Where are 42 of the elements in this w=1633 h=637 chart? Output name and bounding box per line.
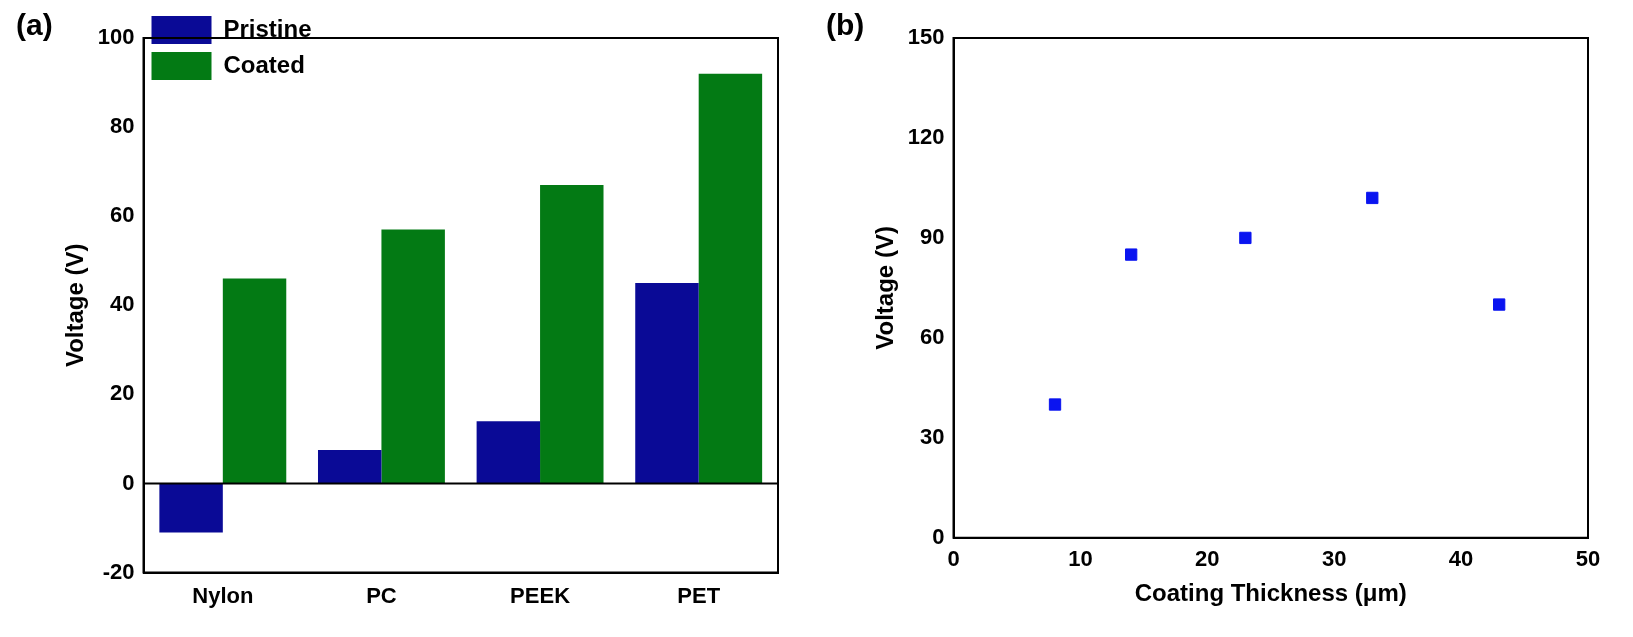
x-tick-label: 50 (1575, 546, 1601, 572)
point (1048, 398, 1062, 411)
x-tick-label: PET (677, 582, 721, 608)
y-tick-label: 40 (110, 291, 135, 317)
point (1239, 231, 1252, 245)
x-tick-label: 10 (1068, 546, 1093, 572)
x-tick-label: PC (366, 582, 397, 608)
y-tick-label: -20 (102, 558, 135, 584)
bar (381, 229, 445, 484)
y-tick-label: 0 (122, 469, 135, 495)
y-tick-label: 20 (110, 380, 135, 406)
bar (698, 73, 763, 484)
point (1366, 191, 1379, 205)
bar (159, 483, 223, 533)
point (1493, 298, 1506, 311)
legend-label: Coated (223, 50, 305, 78)
point (1125, 248, 1138, 261)
bar (317, 450, 382, 484)
legend-label: Pristine (223, 14, 312, 42)
y-tick-label: 100 (97, 24, 135, 50)
bar (476, 421, 541, 484)
y-axis-title: Voltage (V) (871, 226, 899, 350)
y-tick-label: 90 (920, 223, 945, 249)
y-tick-label: 150 (907, 24, 945, 50)
x-axis-title: Coating Thickness (μm) (1134, 579, 1407, 607)
chart-title: (a) (16, 8, 53, 42)
chart-title: (b) (826, 8, 865, 42)
x-tick-label: 40 (1448, 546, 1474, 572)
x-tick-label: 30 (1321, 546, 1347, 572)
y-tick-label: 0 (932, 523, 945, 549)
bar (540, 185, 604, 484)
y-axis-title: Voltage (V) (61, 243, 89, 368)
bar (635, 283, 699, 484)
x-tick-label: PEEK (510, 582, 571, 608)
y-tick-label: 120 (907, 124, 945, 150)
y-tick-label: 80 (110, 113, 135, 139)
y-tick-label: 60 (110, 202, 135, 228)
x-tick-label: 20 (1195, 546, 1220, 572)
y-tick-label: 30 (920, 423, 945, 449)
bar (222, 278, 287, 484)
y-tick-label: 60 (920, 323, 945, 349)
x-tick-label: Nylon (192, 582, 254, 608)
